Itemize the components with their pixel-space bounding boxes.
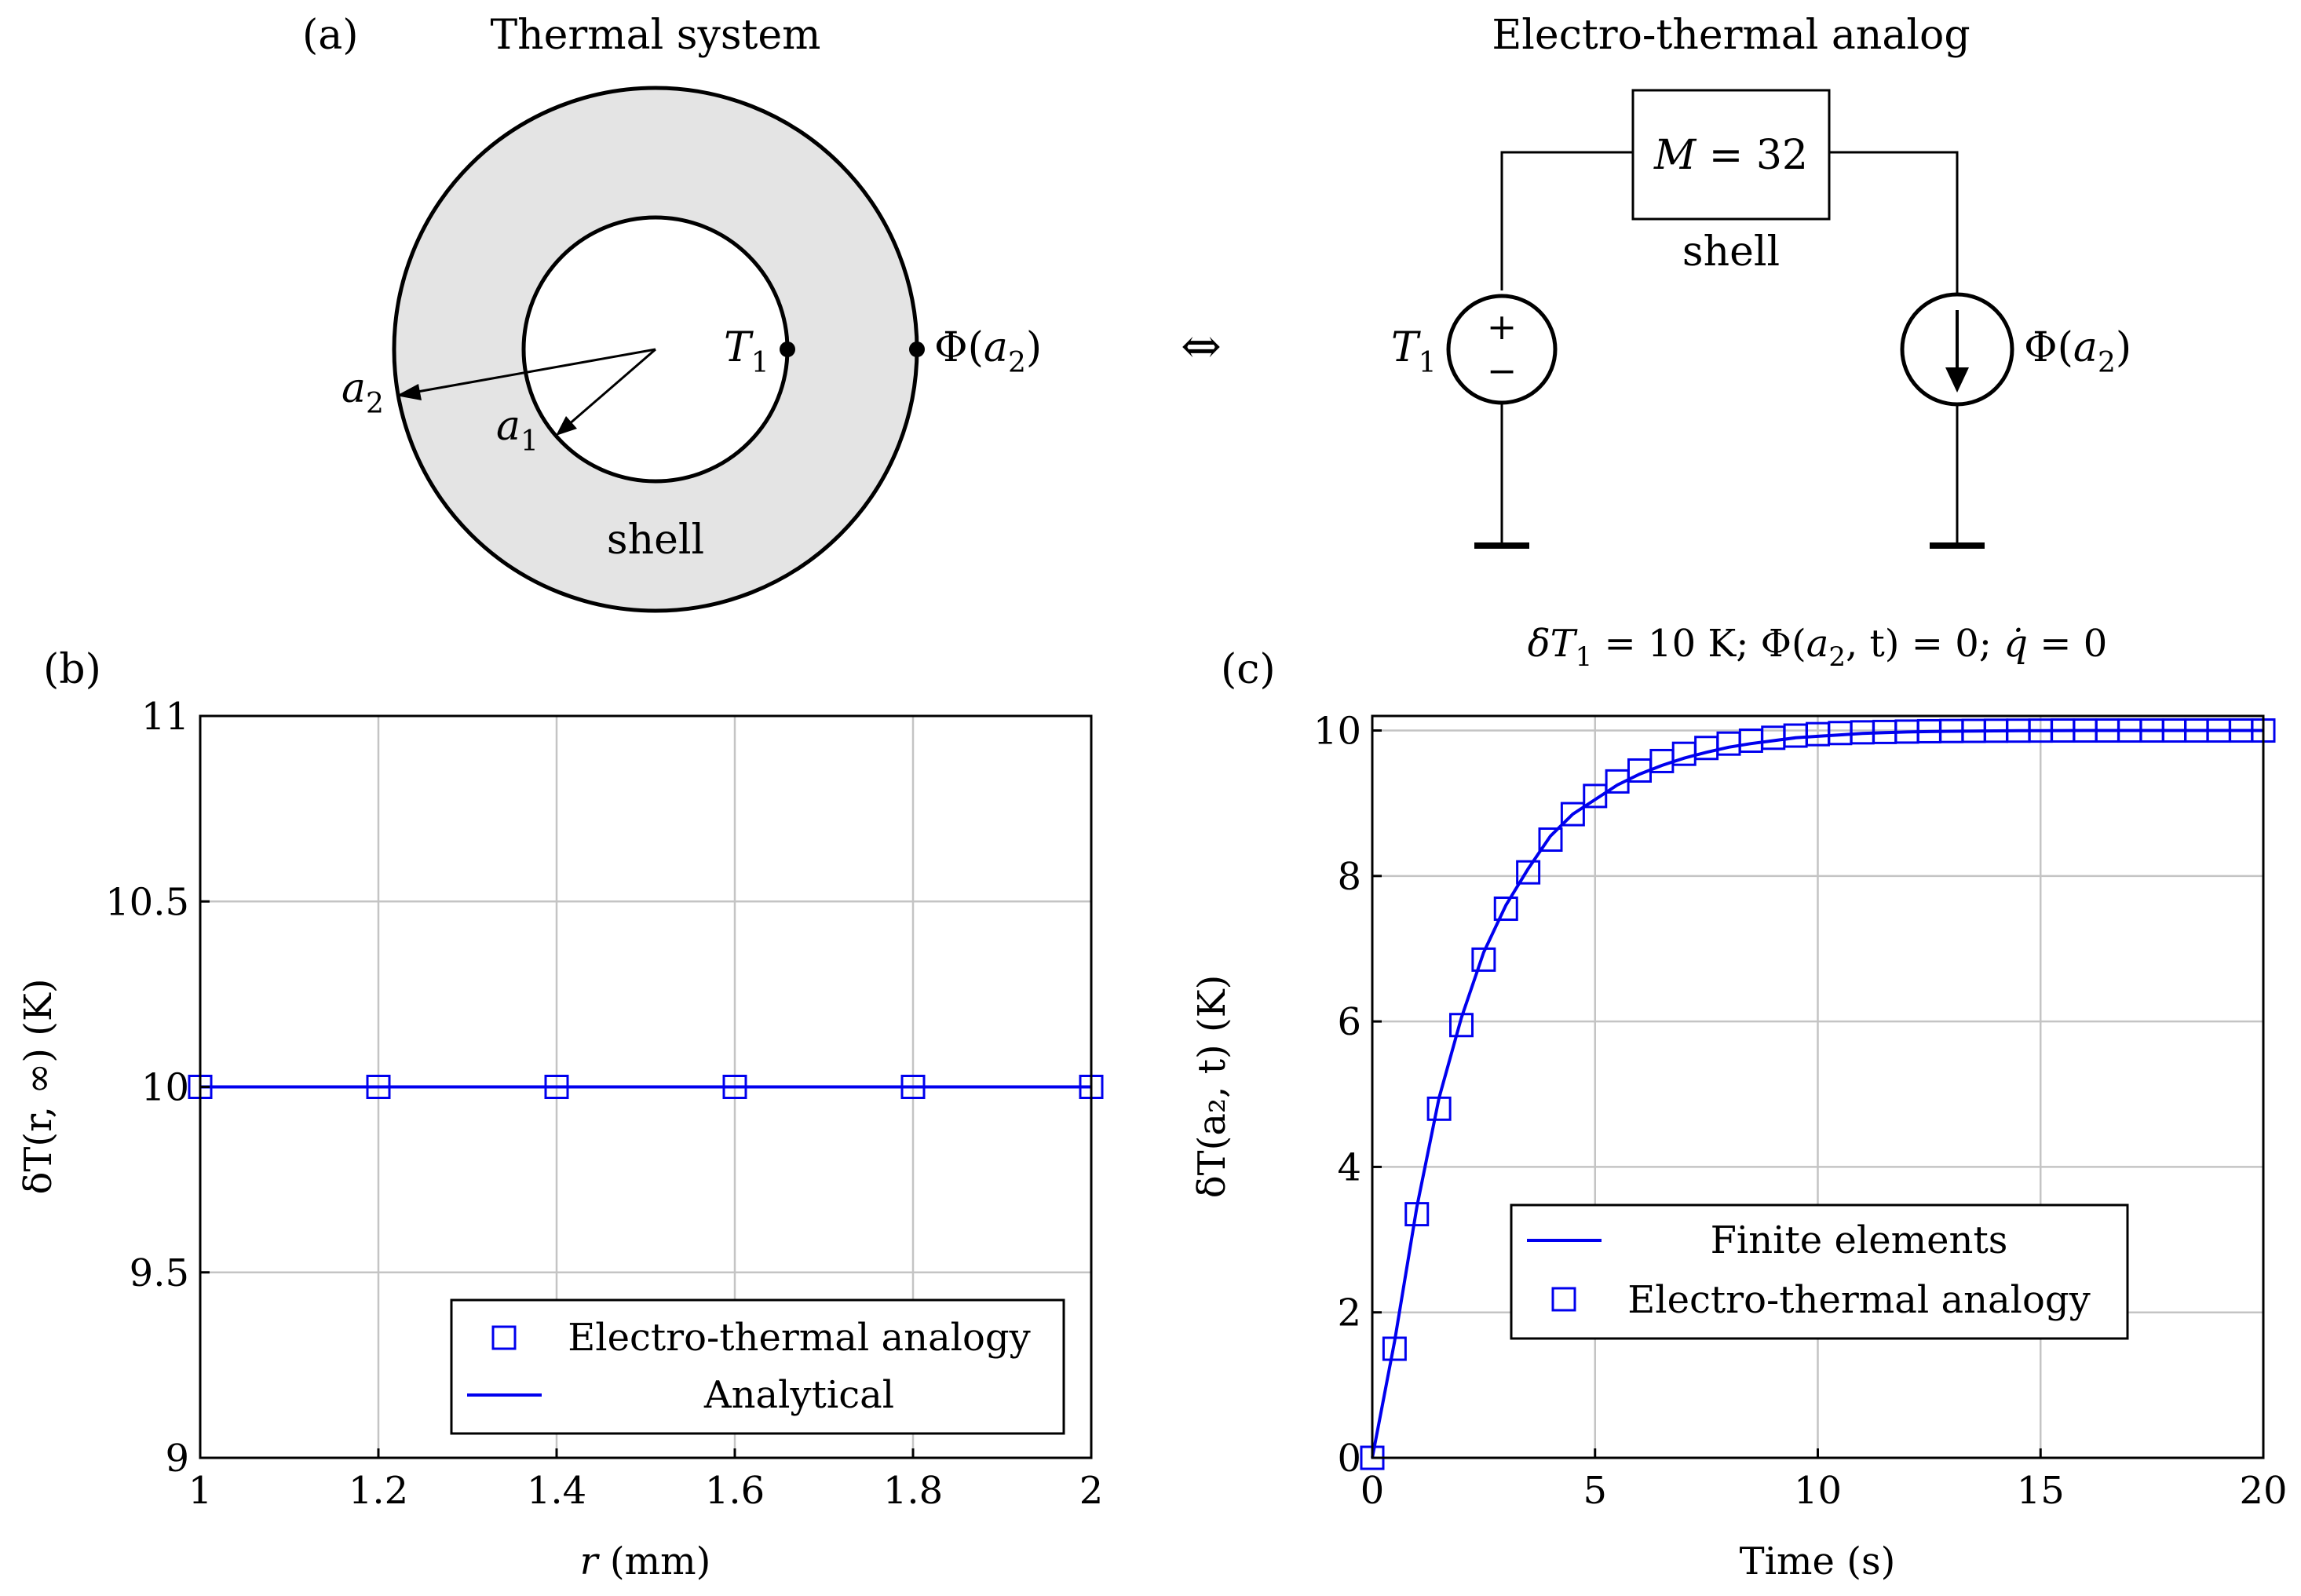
- b-y-axis-label: δT(r, ∞) (K): [16, 978, 60, 1194]
- panel-b-label: (b): [43, 646, 101, 693]
- b-x-tick-label: 1.6: [705, 1469, 765, 1513]
- c-square-marker: [1493, 897, 1518, 922]
- shell-impedance-box: [1631, 89, 1831, 221]
- t1-point: [780, 341, 795, 357]
- b-x-tick-label: 1.8: [883, 1469, 943, 1513]
- panel-b: (b) 1 1.2 1.4 1.6 1.8 2 9 9.5 10 10.5 11 r (mm) δ…: [16, 646, 1104, 1583]
- c-square-marker: [1538, 827, 1563, 852]
- phi-label: Φ(a2): [934, 324, 1042, 379]
- b-x-tick-label: 1.4: [527, 1469, 586, 1513]
- c-x-axis-label: Time (s): [1740, 1539, 1896, 1583]
- c-y-ticks: 0 2 4 6 8 10: [1313, 710, 1382, 1481]
- current-phi-label: Φ(a2): [2024, 324, 2131, 379]
- c-x-tick-label: 15: [2017, 1469, 2065, 1513]
- c-square-marker: [1382, 1336, 1407, 1361]
- b-square-marker: [544, 1075, 569, 1099]
- shell-diagram: a2 a1 T1 Φ(a2) shell: [341, 86, 1042, 613]
- b-x-ticks: 1 1.2 1.4 1.6 1.8 2: [188, 1448, 1104, 1513]
- b-y-ticks: 9 9.5 10 10.5 11: [105, 695, 210, 1481]
- c-y-tick-label: 2: [1337, 1291, 1361, 1335]
- current-arrow-head: [1945, 367, 1969, 393]
- b-square-marker: [366, 1075, 391, 1099]
- impedance-caption: shell: [1682, 228, 1780, 276]
- b-x-tick-label: 2: [1079, 1469, 1104, 1513]
- c-chart-title: δT1 = 10 K; Φ(a2, t) = 0; q̇ = 0: [1528, 622, 2108, 673]
- c-legend-square-marker: [1551, 1287, 1576, 1312]
- c-square-marker: [1449, 1013, 1474, 1038]
- b-square-marker: [722, 1075, 747, 1099]
- c-legend-label-fe: Finite elements: [1711, 1218, 2008, 1262]
- c-series-line: [1371, 729, 2263, 1459]
- b-y-tick-label: 10.5: [105, 880, 189, 924]
- circuit-diagram: M = 32 shell + − T1 Φ(a2): [1391, 89, 2131, 549]
- shell-label: shell: [607, 517, 704, 564]
- c-y-tick-label: 4: [1337, 1145, 1361, 1189]
- analog-title: Electro-thermal analog: [1492, 12, 1970, 59]
- c-grid: [1371, 716, 2265, 1459]
- c-x-tick-label: 0: [1361, 1469, 1385, 1513]
- panel-c: (c) δT1 = 10 K; Φ(a2, t) = 0; q̇ = 0 0 5 1…: [1190, 622, 2288, 1583]
- c-square-marker: [1404, 1202, 1430, 1227]
- a1-radius-arrow: [561, 348, 656, 432]
- c-fe-line: [1371, 729, 2263, 1459]
- c-square-marker: [1583, 783, 1608, 809]
- equivalence-symbol: ⇔: [1181, 317, 1222, 374]
- b-y-tick-label: 11: [141, 695, 189, 739]
- c-markers: [1360, 718, 2276, 1470]
- t1-label: T1: [724, 324, 769, 379]
- source-t1-label: T1: [1391, 324, 1437, 379]
- a1-label: a1: [496, 403, 539, 458]
- b-square-marker: [900, 1075, 926, 1099]
- b-legend-box: [450, 1298, 1065, 1435]
- c-y-tick-label: 6: [1337, 1000, 1361, 1044]
- c-square-marker: [1738, 729, 1763, 753]
- c-legend-label-analogy: Electro-thermal analogy: [1627, 1278, 2091, 1322]
- c-square-marker: [1426, 1096, 1452, 1121]
- c-legend-box: [1510, 1203, 2129, 1340]
- wire-left: [1500, 151, 1633, 290]
- c-y-tick-label: 8: [1337, 855, 1361, 899]
- a1-arrowhead: [556, 416, 577, 436]
- c-square-marker: [1716, 731, 1741, 756]
- a2-radius-arrow: [404, 348, 656, 396]
- b-x-axis-label: r (mm): [580, 1539, 711, 1583]
- panel-a-label: (a): [302, 12, 359, 59]
- a2-arrowhead: [396, 384, 422, 400]
- thermal-system-title: Thermal system: [490, 12, 820, 59]
- c-square-marker: [1560, 802, 1585, 827]
- c-y-axis-label: δT(a₂, t) (K): [1190, 975, 1234, 1199]
- c-x-ticks: 0 5 10 15 20: [1361, 1448, 2288, 1513]
- c-x-tick-label: 10: [1794, 1469, 1842, 1513]
- a2-label: a2: [341, 365, 384, 420]
- b-legend: Electro-thermal analogy Analytical: [450, 1298, 1065, 1435]
- b-x-tick-label: 1.2: [349, 1469, 408, 1513]
- voltage-plus: +: [1487, 305, 1518, 348]
- panel-c-label: (c): [1221, 646, 1276, 693]
- b-y-tick-label: 10: [141, 1066, 189, 1110]
- b-y-tick-label: 9: [165, 1437, 189, 1481]
- c-y-tick-label: 10: [1313, 710, 1361, 754]
- c-square-marker: [1783, 723, 1808, 748]
- b-legend-square-marker: [491, 1325, 517, 1350]
- impedance-label: M = 32: [1653, 132, 1808, 179]
- c-y-tick-label: 0: [1337, 1437, 1361, 1481]
- b-legend-label-analytical: Analytical: [703, 1373, 894, 1417]
- phi-point: [909, 341, 925, 357]
- c-square-marker: [1516, 860, 1541, 885]
- c-x-tick-label: 20: [2239, 1469, 2287, 1513]
- b-x-tick-label: 1: [188, 1469, 213, 1513]
- c-legend: Finite elements Electro-thermal analogy: [1510, 1203, 2129, 1340]
- panel-a: (a) Thermal system Electro-thermal analo…: [302, 12, 2131, 613]
- wire-right: [1829, 151, 1959, 294]
- b-legend-label-analogy: Electro-thermal analogy: [568, 1316, 1031, 1360]
- c-square-marker: [1471, 947, 1496, 972]
- c-x-tick-label: 5: [1583, 1469, 1607, 1513]
- b-y-tick-label: 9.5: [130, 1251, 189, 1295]
- voltage-minus: −: [1487, 349, 1518, 392]
